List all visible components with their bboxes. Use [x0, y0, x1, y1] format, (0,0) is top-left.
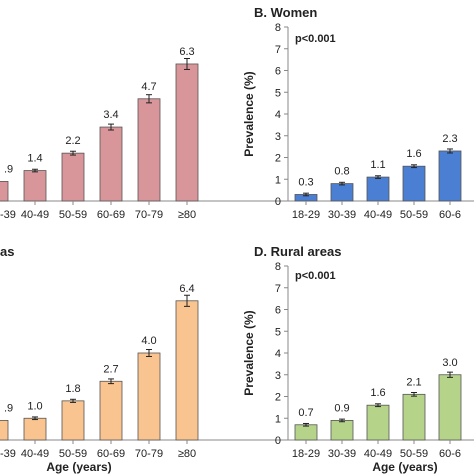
- data-label: 6.3: [179, 46, 194, 58]
- bar: [402, 393, 426, 441]
- data-label: 0.7: [298, 407, 313, 419]
- data-label: 1.6: [406, 148, 421, 160]
- data-label: 1.6: [370, 387, 385, 399]
- data-label: 3.4: [103, 109, 118, 121]
- y-tick-label: 5: [275, 87, 281, 99]
- x-tick-label: 18-29: [292, 448, 320, 460]
- y-tick-label: 0: [275, 196, 281, 208]
- y-tick-label: 8: [275, 22, 281, 34]
- y-tick-label: 4: [275, 109, 281, 121]
- y-tick-label: 7: [275, 283, 281, 295]
- y-tick-label: 8: [275, 261, 281, 273]
- data-label: 1.8: [65, 383, 80, 395]
- p-value-annotation: p<0.001: [295, 33, 336, 45]
- bar: [23, 170, 47, 202]
- x-tick-label: 40-49: [364, 448, 392, 460]
- y-tick-label: 7: [275, 44, 281, 56]
- data-label: .9: [4, 402, 13, 414]
- x-tick-label: 70-79: [135, 209, 163, 221]
- data-label: 2.2: [65, 135, 80, 147]
- bar: [175, 300, 199, 441]
- x-tick-label: 40-49: [21, 448, 49, 460]
- data-label: 1.4: [27, 153, 42, 165]
- y-tick-label: 1: [275, 413, 281, 425]
- x-tick-label: 60-69: [97, 448, 125, 460]
- panel-title: B. Women: [254, 5, 317, 20]
- y-tick-label: 3: [275, 131, 281, 143]
- bar: [137, 352, 161, 441]
- p-value-annotation: p<0.001: [295, 270, 336, 282]
- x-tick-label: -39: [0, 209, 16, 221]
- data-label: 2.3: [442, 133, 457, 145]
- data-label: 4.0: [141, 335, 156, 347]
- data-label: 2.7: [103, 363, 118, 375]
- x-tick-label: ≥80: [178, 448, 196, 460]
- x-tick-label: 50-59: [59, 448, 87, 460]
- x-tick-label: 50-59: [59, 209, 87, 221]
- y-axis-label: Prevalence (%): [242, 71, 256, 156]
- data-label: 6.4: [179, 283, 194, 295]
- bar: [137, 98, 161, 202]
- data-label: .9: [4, 163, 13, 175]
- y-tick-label: 6: [275, 305, 281, 317]
- data-label: 1.1: [370, 159, 385, 171]
- data-label: 4.7: [141, 81, 156, 93]
- data-label: 0.9: [334, 402, 349, 414]
- bar: [330, 420, 354, 441]
- bar: [294, 424, 318, 441]
- bar: [366, 176, 390, 202]
- x-tick-label: 40-49: [364, 209, 392, 221]
- bar: [438, 374, 462, 441]
- panel-title: as: [0, 244, 14, 259]
- bar: [61, 400, 85, 441]
- y-tick-label: 2: [275, 392, 281, 404]
- data-label: 2.1: [406, 376, 421, 388]
- data-label: 0.8: [334, 166, 349, 178]
- bar: [438, 150, 462, 202]
- bar: [366, 404, 390, 441]
- bar: [99, 126, 123, 202]
- y-tick-label: 2: [275, 153, 281, 165]
- x-tick-label: 30-39: [328, 209, 356, 221]
- x-tick-label: 50-59: [400, 448, 428, 460]
- data-label: 3.0: [442, 357, 457, 369]
- y-tick-label: 5: [275, 326, 281, 338]
- y-tick-label: 0: [275, 435, 281, 447]
- bar: [23, 417, 47, 441]
- x-tick-label: 60-69: [97, 209, 125, 221]
- y-tick-label: 4: [275, 348, 281, 360]
- x-tick-label: 30-39: [328, 448, 356, 460]
- x-tick-label: 18-29: [292, 209, 320, 221]
- panel-title: D. Rural areas: [254, 244, 341, 259]
- bar: [330, 183, 354, 202]
- data-label: 0.3: [298, 176, 313, 188]
- x-tick-label: 60-6: [439, 209, 461, 221]
- bar: [175, 63, 199, 202]
- y-tick-label: 1: [275, 174, 281, 186]
- x-tick-label: 50-59: [400, 209, 428, 221]
- bar: [0, 420, 9, 441]
- x-axis-label: Age (years): [372, 460, 437, 474]
- x-tick-label: -39: [0, 448, 16, 460]
- x-tick-label: 40-49: [21, 209, 49, 221]
- y-tick-label: 6: [275, 66, 281, 78]
- x-tick-label: 60-6: [439, 448, 461, 460]
- data-label: 1.0: [27, 400, 42, 412]
- bar: [0, 181, 9, 202]
- bar: [402, 165, 426, 202]
- bar: [99, 380, 123, 441]
- bar: [61, 152, 85, 202]
- y-tick-label: 3: [275, 370, 281, 382]
- y-axis-label: Prevalence (%): [242, 310, 256, 395]
- x-tick-label: ≥80: [178, 209, 196, 221]
- x-axis-label: Age (years): [46, 460, 111, 474]
- x-tick-label: 70-79: [135, 448, 163, 460]
